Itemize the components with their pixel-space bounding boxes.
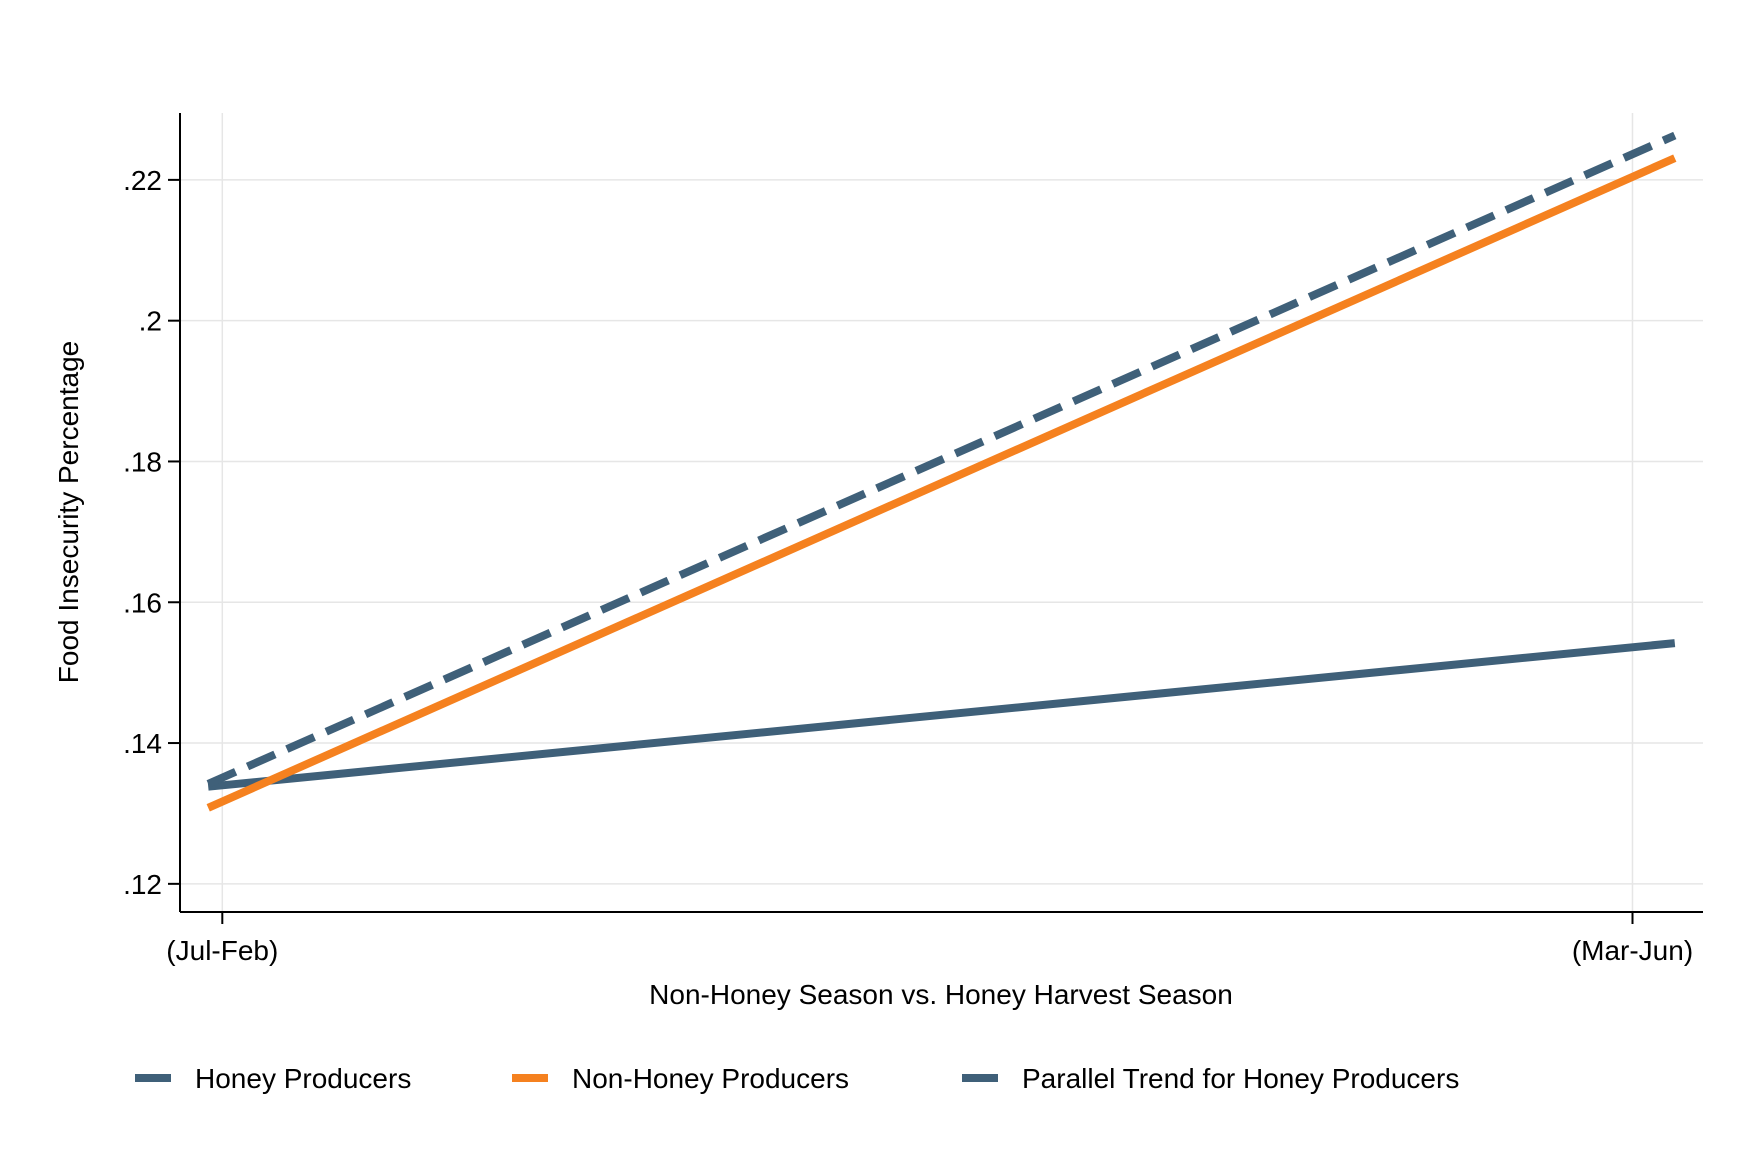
legend-label-2: Parallel Trend for Honey Producers [1022,1063,1459,1094]
x-tick-label: (Jul-Feb) [166,935,278,966]
y-tick-label: .16 [123,587,162,618]
gridlines [180,113,1703,912]
x-axis-title: Non-Honey Season vs. Honey Harvest Seaso… [649,979,1233,1010]
y-tick-label: .18 [123,446,162,477]
y-tick-label: .2 [139,306,162,337]
y-tick-label: .22 [123,165,162,196]
series [206,131,1677,812]
axes [179,113,1703,913]
y-tick-label: .12 [123,869,162,900]
series-line-1 [206,154,1677,812]
y-tick-label: .14 [123,728,162,759]
legend: Honey Producers Non-Honey Producers Parall… [135,1063,1459,1094]
series-line-0 [207,639,1676,791]
series-line-2 [206,131,1677,788]
legend-label-0: Honey Producers [195,1063,411,1094]
y-axis-title: Food Insecurity Percentage [53,341,84,683]
x-tick-label: (Mar-Jun) [1572,935,1693,966]
legend-label-1: Non-Honey Producers [572,1063,849,1094]
ticks: .12 .14 .16 .18 .2 .22 (Jul-Feb) (Mar-Jun) [123,165,1693,966]
